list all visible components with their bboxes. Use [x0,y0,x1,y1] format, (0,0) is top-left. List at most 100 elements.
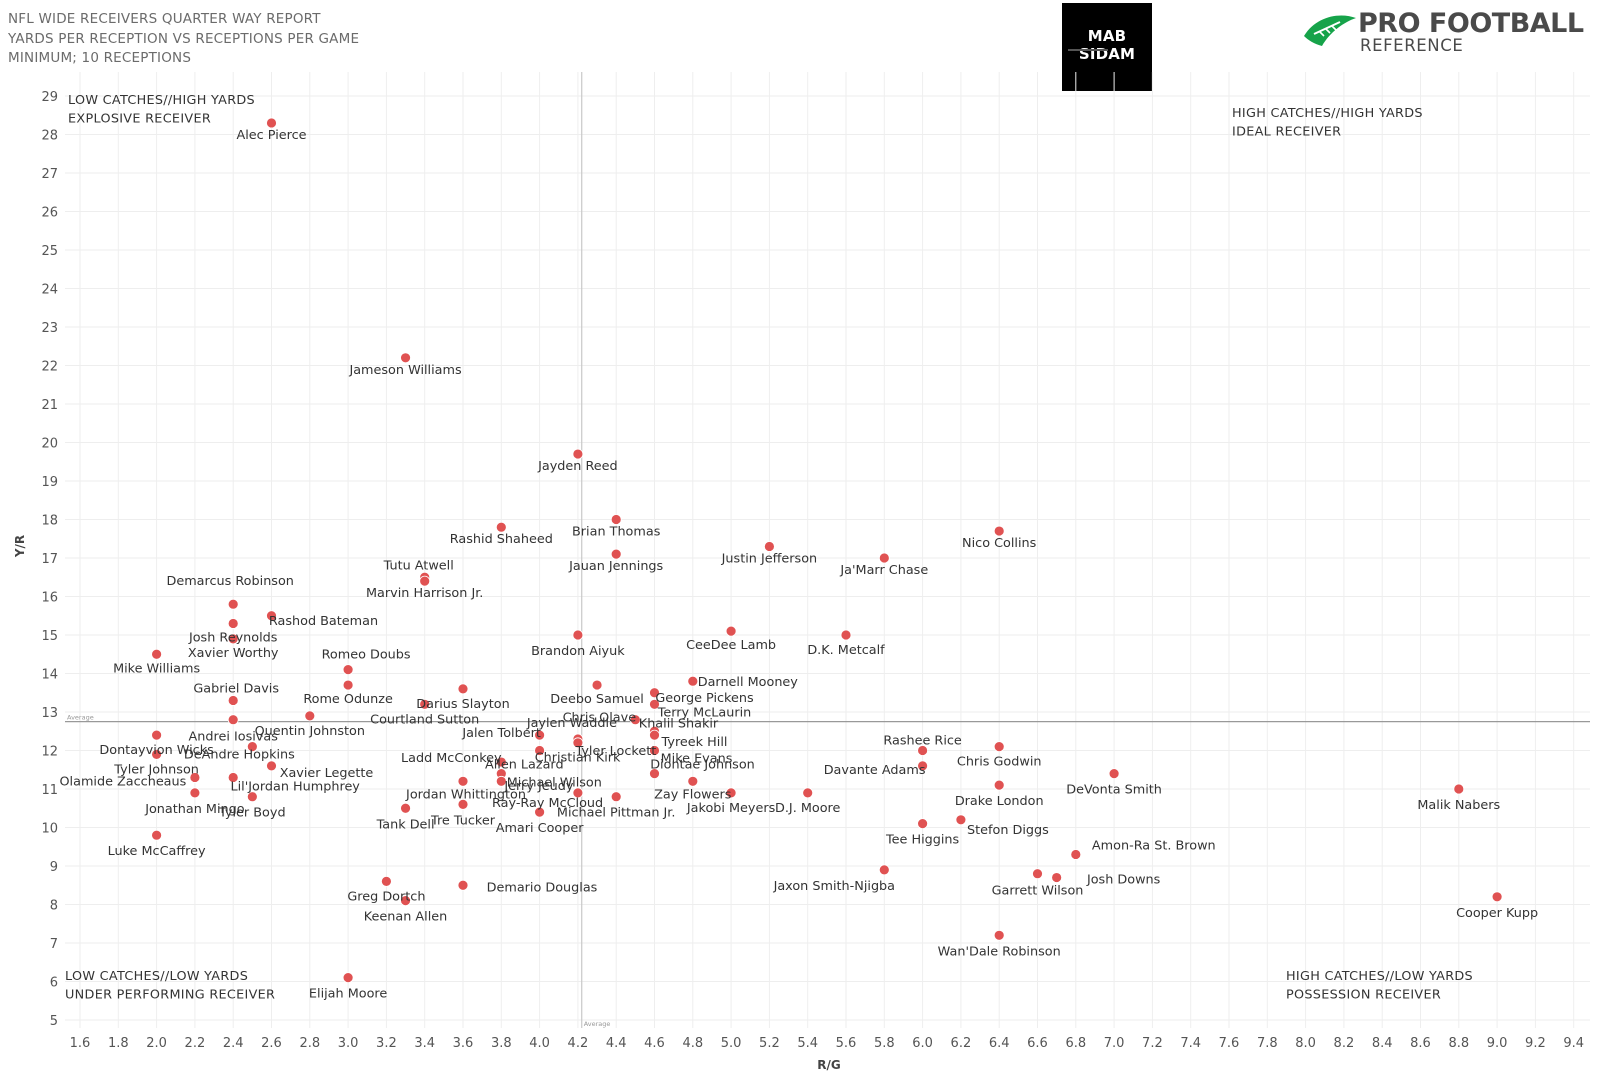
point-label: Olamide Zaccheaus [59,774,186,789]
data-point[interactable] [189,787,201,799]
data-point[interactable] [1070,849,1082,860]
data-point[interactable] [610,514,622,525]
data-point[interactable] [610,548,622,560]
data-point[interactable] [151,648,163,660]
data-point[interactable] [266,117,277,129]
x-tick-label: 5.8 [874,1036,895,1051]
data-point[interactable] [534,729,545,741]
data-point[interactable] [687,675,699,687]
data-point[interactable] [457,879,469,891]
data-point[interactable] [400,895,411,907]
data-point[interactable] [495,756,507,768]
data-point[interactable] [246,741,258,753]
point-label: D.K. Metcalf [807,643,885,658]
data-point[interactable] [227,633,239,645]
data-point[interactable] [917,760,928,772]
data-point[interactable] [649,768,660,779]
data-point[interactable] [725,625,737,637]
point-label: Brian Thomas [572,525,661,540]
data-point[interactable] [342,972,354,984]
data-point[interactable] [534,806,545,818]
data-point[interactable] [687,775,699,787]
point-label: Jakobi Meyers [686,801,776,816]
point-label: Jauan Jennings [568,559,663,574]
data-point[interactable] [993,525,1005,537]
data-point[interactable] [917,818,928,830]
data-point[interactable] [380,876,392,887]
data-point[interactable] [591,679,603,691]
data-point[interactable] [572,448,584,460]
data-point[interactable] [419,575,431,587]
data-point[interactable] [764,541,775,552]
data-point[interactable] [649,745,660,756]
mab-logo-underline [1068,49,1108,51]
data-point[interactable] [572,737,584,749]
data-point[interactable] [227,598,239,610]
data-point[interactable] [419,698,431,710]
subtitle-line-2: YARDS PER RECEPTION VS RECEPTIONS PER GA… [8,30,360,47]
data-point[interactable] [151,729,163,741]
data-point[interactable] [993,929,1005,941]
data-point[interactable] [495,775,507,787]
data-point[interactable] [993,741,1005,753]
data-point[interactable] [725,787,737,799]
data-point[interactable] [572,787,584,799]
data-point[interactable] [266,610,277,622]
point-label: Christian Kirk [535,751,621,766]
data-point[interactable] [610,791,622,803]
data-point[interactable] [227,618,239,629]
data-point[interactable] [878,552,890,564]
data-point[interactable] [993,779,1005,791]
x-tick-label: 7.2 [1142,1036,1163,1051]
data-point[interactable] [649,687,660,699]
data-point[interactable] [227,714,239,726]
y-axis-title: Y/R [13,535,27,558]
data-point[interactable] [457,799,469,810]
data-point[interactable] [1051,872,1063,883]
data-point[interactable] [955,814,967,826]
quadrant-label-top-left: EXPLOSIVE RECEIVER [68,112,211,127]
data-point[interactable] [917,745,928,756]
data-point[interactable] [227,772,239,783]
data-point[interactable] [1032,868,1043,880]
data-point[interactable] [1453,783,1465,795]
x-tick-label: 6.8 [1065,1036,1086,1051]
data-point[interactable] [246,791,258,803]
data-point[interactable] [457,683,469,695]
data-point[interactable] [495,521,507,533]
data-point[interactable] [649,698,660,710]
data-point[interactable] [457,775,469,787]
data-point[interactable] [151,748,163,760]
point-label: Michael Wilson [507,775,602,790]
data-point[interactable] [342,679,354,691]
data-point[interactable] [629,714,641,726]
x-tick-label: 7.4 [1180,1036,1201,1051]
point-label: Tyreek Hill [661,735,728,750]
point-label: D.J. Moore [775,801,841,816]
point-label: Rome Odunze [303,692,393,707]
point-label: Keenan Allen [364,910,447,925]
data-point[interactable] [649,729,660,741]
data-point[interactable] [1491,891,1503,903]
data-point[interactable] [802,787,814,799]
data-point[interactable] [189,772,201,783]
data-point[interactable] [304,710,316,722]
data-point[interactable] [151,829,163,841]
point-label: Amon-Ra St. Brown [1092,838,1216,853]
x-tick-label: 6.6 [1027,1036,1048,1051]
data-point[interactable] [840,629,852,641]
y-tick-label: 13 [41,706,58,721]
data-point[interactable] [266,760,277,772]
data-point[interactable] [572,629,584,641]
average-lines: Average Average [65,72,1590,1028]
point-label: Ja'Marr Chase [839,563,928,578]
data-point[interactable] [342,664,354,676]
data-point[interactable] [227,695,239,706]
subtitle-line-1: NFL WIDE RECEIVERS QUARTER WAY REPORT [8,11,321,27]
point-label: Nico Collins [962,536,1037,551]
data-point[interactable] [534,745,545,756]
data-point[interactable] [1108,768,1120,779]
data-point[interactable] [400,802,411,814]
data-point[interactable] [400,352,411,364]
data-point[interactable] [878,864,890,876]
